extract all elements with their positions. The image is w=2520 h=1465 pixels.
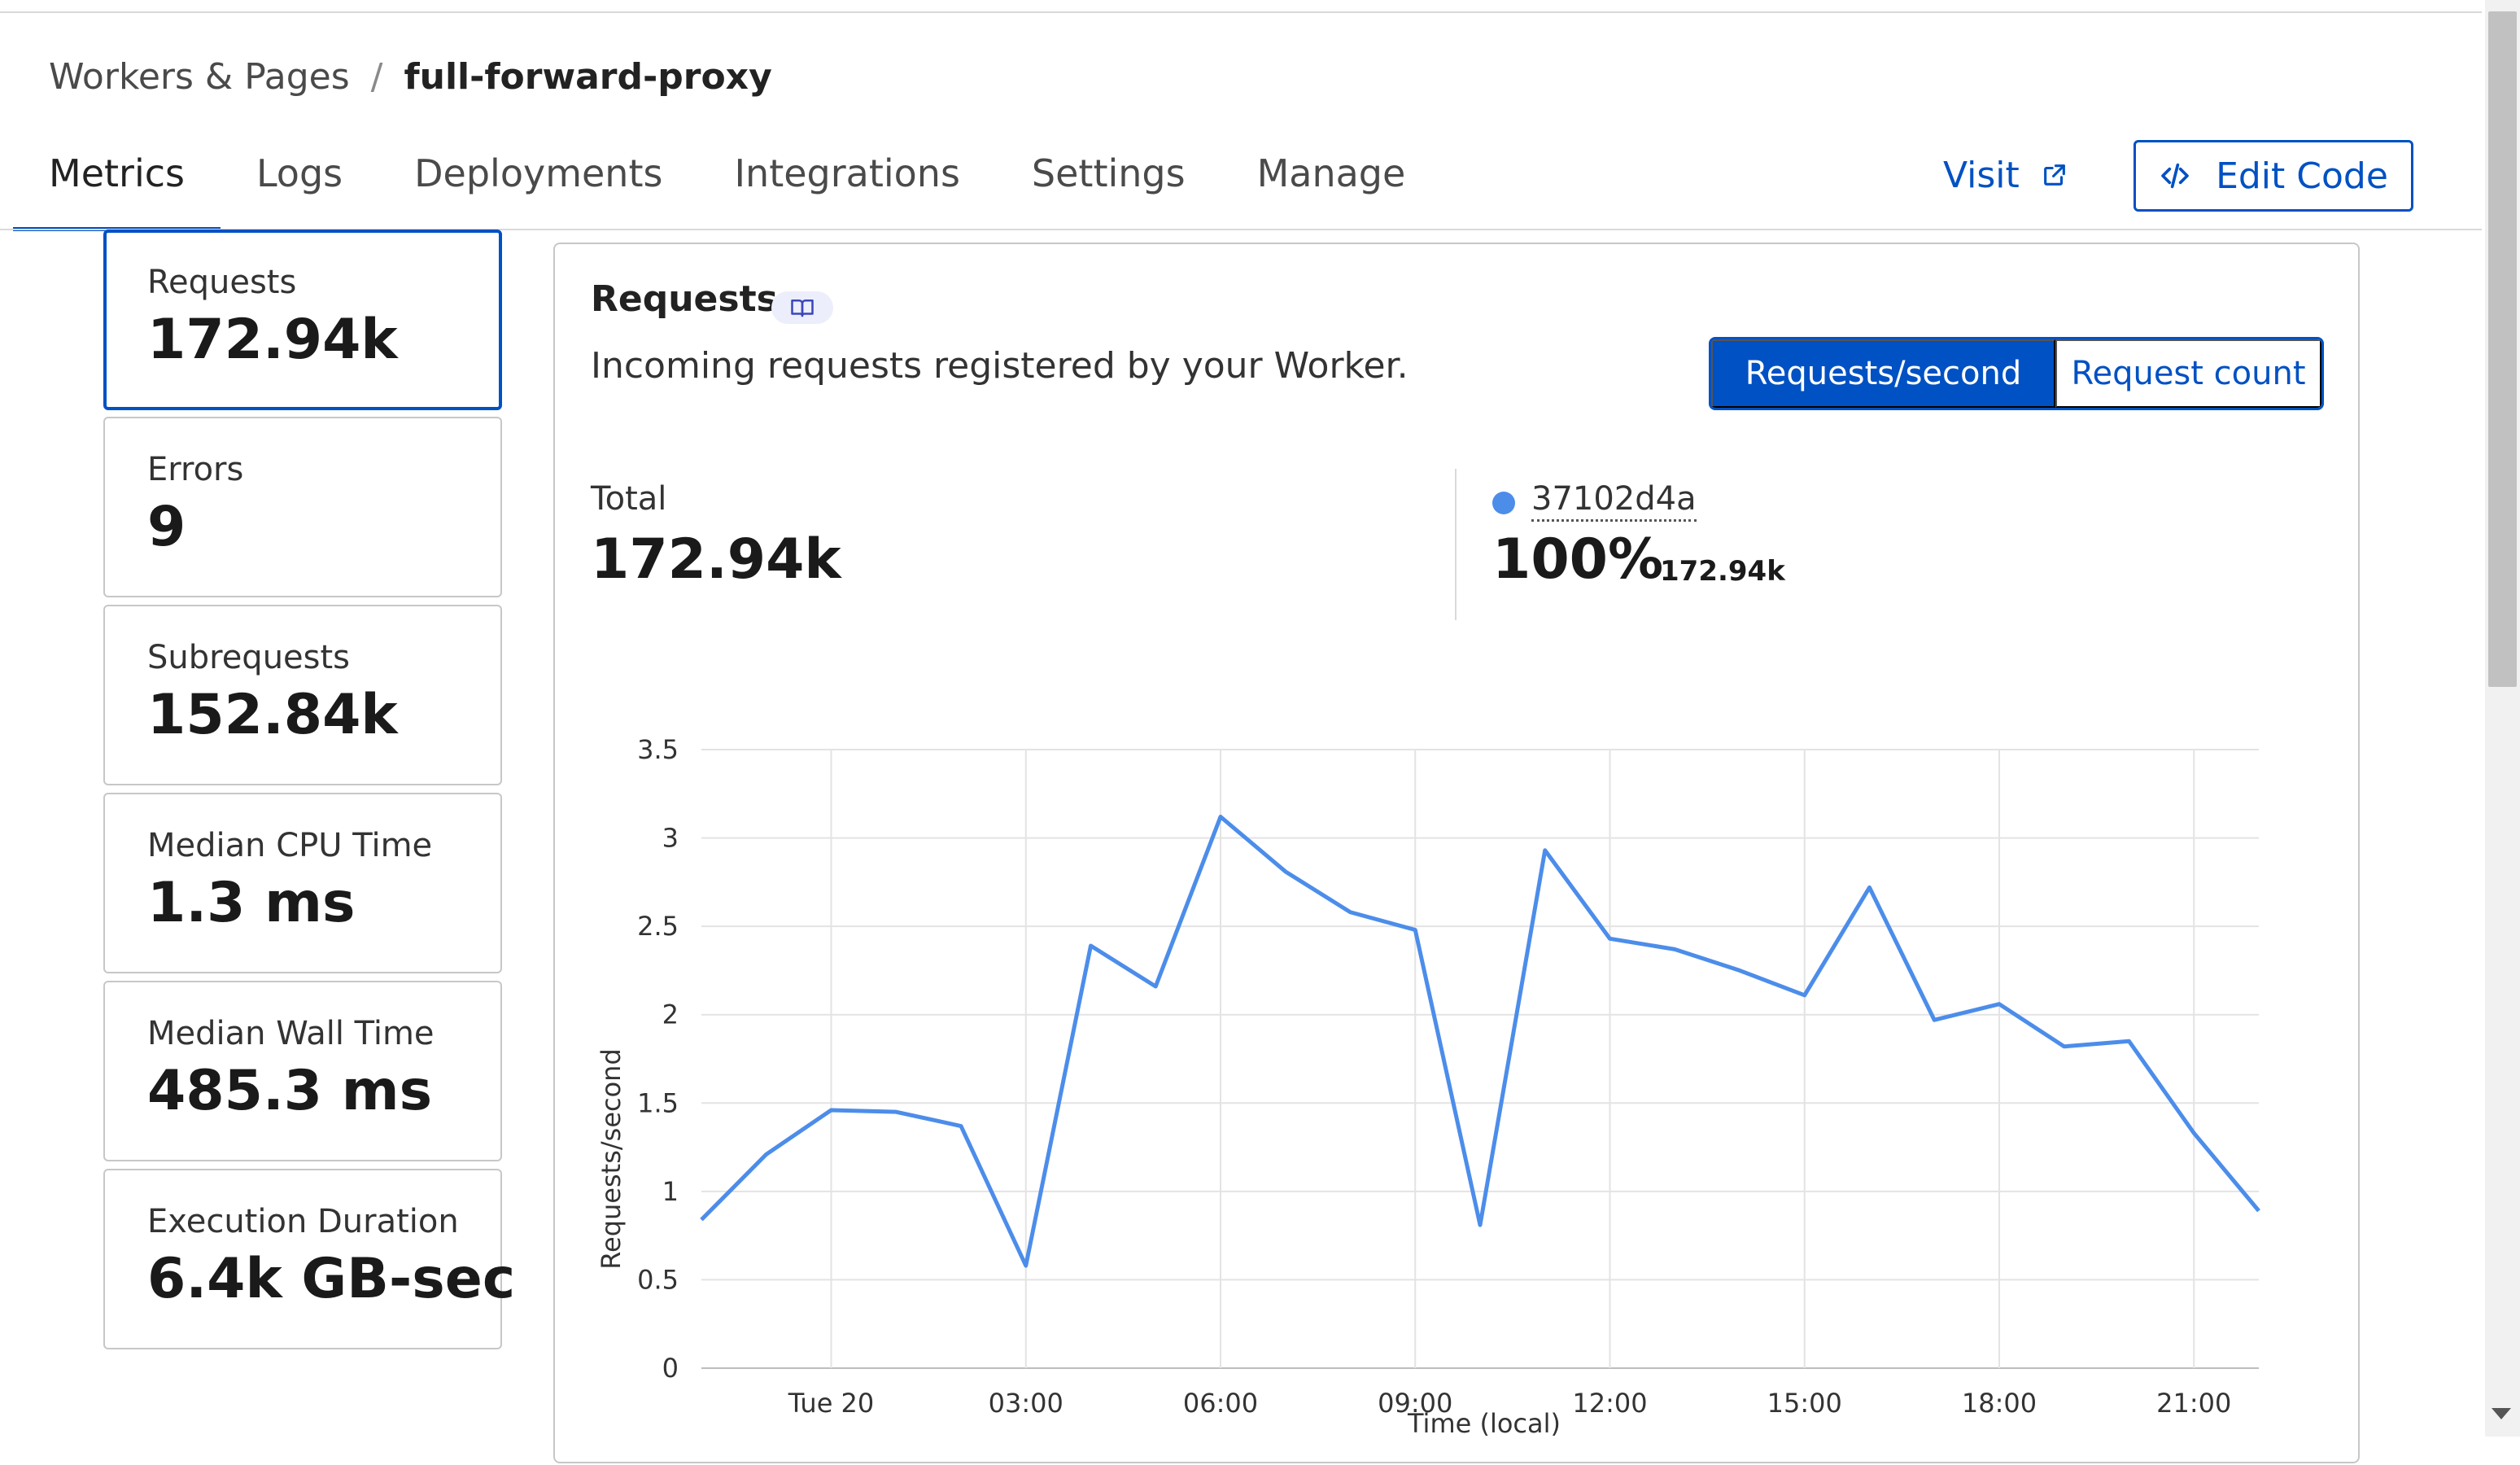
metric-card-errors[interactable]: Errors 9: [103, 417, 502, 597]
chart-grid: [701, 749, 2259, 1369]
y-tick-label: 2: [662, 999, 679, 1030]
stat-divider: [1455, 469, 1457, 620]
breadcrumb: Workers & Pages / full-forward-proxy: [49, 52, 772, 101]
request-count-button[interactable]: Request count: [2055, 339, 2321, 408]
x-tick-label: 18:00: [1962, 1388, 2037, 1419]
x-tick-label: 06:00: [1183, 1388, 1258, 1419]
x-axis-ticks: Tue 20 03:00 06:00 09:00 12:00 15:00 18:00 21:0…: [788, 1388, 2232, 1419]
scrollbar-thumb[interactable]: [2488, 11, 2517, 687]
metric-value: 152.84k: [147, 683, 398, 747]
requests-line-chart: 0 0.5 1 1.5 2 2.5 3 3.5 Tue 20 03:00 06:00 09:00 12…: [596, 734, 2260, 1439]
tab-settings[interactable]: Settings: [1031, 151, 1186, 195]
metric-card-subrequests[interactable]: Subrequests 152.84k: [103, 605, 502, 785]
visit-label: Visit: [1943, 154, 2020, 196]
chart-series: [700, 815, 2260, 1268]
y-tick-label: 1: [662, 1176, 679, 1207]
y-tick-label: 0: [662, 1353, 679, 1384]
total-value: 172.94k: [591, 527, 841, 592]
requests-panel: Requests Incoming requests registered by…: [553, 243, 2360, 1463]
visit-link[interactable]: Visit: [1943, 138, 2068, 212]
metric-mode-toggle: Requests/second Request count: [1709, 337, 2324, 410]
metric-value: 172.94k: [147, 308, 398, 372]
code-icon: [2161, 163, 2189, 189]
total-label: Total: [591, 480, 667, 518]
metric-label: Errors: [147, 451, 244, 488]
external-link-icon: [2043, 164, 2065, 186]
x-tick-label: 15:00: [1767, 1388, 1842, 1419]
x-tick-label: 09:00: [1378, 1388, 1452, 1419]
breadcrumb-separator: /: [370, 55, 383, 98]
metric-label: Subrequests: [147, 639, 351, 676]
y-tick-label: 2.5: [637, 911, 679, 942]
tab-metrics[interactable]: Metrics: [13, 138, 221, 231]
tab-deployments[interactable]: Deployments: [414, 151, 663, 195]
metric-label: Median CPU Time: [147, 827, 433, 864]
metric-label: Requests: [147, 264, 297, 301]
y-axis-label: Requests/second: [596, 1048, 627, 1270]
scroll-down-arrow-icon[interactable]: [2492, 1408, 2511, 1419]
tab-logs[interactable]: Logs: [255, 151, 343, 195]
tabs-divider: [0, 229, 2482, 230]
series-percent: 100%: [1492, 527, 1664, 592]
series-name-link[interactable]: 37102d4a: [1531, 480, 1697, 522]
metric-card-execution-duration[interactable]: Execution Duration 6.4k GB-sec: [103, 1169, 516, 1349]
series-color-dot: [1492, 492, 1515, 514]
tab-bar: Metrics Logs Deployments Integrations Se…: [13, 138, 1441, 231]
metric-card-median-wall-time[interactable]: Median Wall Time 485.3 ms: [103, 981, 502, 1161]
edit-code-button[interactable]: Edit Code: [2133, 140, 2413, 212]
book-icon: [791, 300, 814, 317]
x-tick-label: 21:00: [2156, 1388, 2231, 1419]
panel-description: Incoming requests registered by your Wor…: [591, 345, 1408, 387]
requests-per-second-button[interactable]: Requests/second: [1711, 339, 2055, 408]
metric-value: 9: [147, 495, 186, 559]
metric-value: 485.3 ms: [147, 1059, 433, 1123]
y-tick-label: 0.5: [637, 1264, 679, 1295]
y-tick-label: 3: [662, 823, 679, 854]
metric-label: Median Wall Time: [147, 1015, 435, 1052]
x-tick-label: 03:00: [989, 1388, 1063, 1419]
metric-value: 6.4k GB-sec: [147, 1247, 516, 1311]
tab-manage[interactable]: Manage: [1256, 151, 1406, 195]
metric-value: 1.3 ms: [147, 871, 356, 935]
series-count: 172.94k: [1660, 555, 1785, 588]
metric-card-median-cpu-time[interactable]: Median CPU Time 1.3 ms: [103, 793, 502, 973]
x-axis-label: Time (local): [1407, 1408, 1561, 1439]
y-tick-label: 1.5: [637, 1087, 679, 1118]
y-axis-ticks: 0 0.5 1 1.5 2 2.5 3 3.5: [637, 734, 679, 1384]
tab-integrations[interactable]: Integrations: [734, 151, 960, 195]
metric-label: Execution Duration: [147, 1203, 459, 1240]
y-tick-label: 3.5: [637, 734, 679, 765]
panel-title: Requests: [591, 278, 778, 320]
breadcrumb-parent-link[interactable]: Workers & Pages: [49, 55, 350, 98]
top-bar: [0, 0, 2482, 13]
x-tick-label: 12:00: [1572, 1388, 1647, 1419]
x-tick-label: Tue 20: [788, 1388, 875, 1419]
docs-badge[interactable]: [771, 291, 833, 324]
metric-card-requests[interactable]: Requests 172.94k: [103, 230, 502, 410]
breadcrumb-current: full-forward-proxy: [404, 55, 772, 98]
series-line[interactable]: [700, 815, 2260, 1268]
edit-code-label: Edit Code: [2216, 155, 2388, 197]
